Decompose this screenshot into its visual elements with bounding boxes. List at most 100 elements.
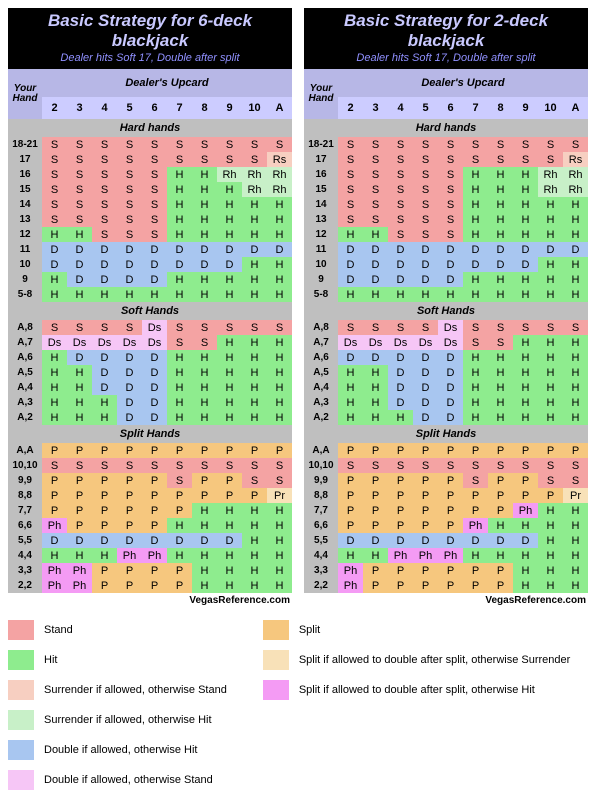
legend-item: Split if allowed to double after split, … (263, 650, 570, 670)
strategy-cell: D (192, 533, 217, 548)
strategy-cell: P (513, 488, 538, 503)
strategy-cell: S (413, 137, 438, 152)
strategy-cell: H (538, 272, 563, 287)
strategy-cell: D (42, 533, 67, 548)
strategy-cell: S (438, 458, 463, 473)
player-hand: 16 (304, 167, 338, 182)
strategy-cell: S (242, 152, 267, 167)
strategy-cell: D (92, 365, 117, 380)
strategy-cell: H (563, 365, 588, 380)
player-hand: 2,2 (304, 578, 338, 593)
strategy-cell: S (117, 137, 142, 152)
strategy-cell: D (117, 410, 142, 425)
strategy-cell: H (267, 272, 292, 287)
strategy-cell: S (42, 167, 67, 182)
section-header: Hard hands (8, 119, 292, 137)
strategy-cell: D (413, 242, 438, 257)
strategy-cell: H (192, 365, 217, 380)
strategy-cell: H (217, 503, 242, 518)
strategy-cell: P (117, 503, 142, 518)
strategy-cell: S (142, 167, 167, 182)
strategy-cell: D (267, 242, 292, 257)
strategy-cell: Ph (463, 518, 488, 533)
strategy-cell: H (488, 395, 513, 410)
strategy-cell: H (538, 518, 563, 533)
strategy-cell: Ds (338, 335, 363, 350)
strategy-cell: S (363, 167, 388, 182)
strategy-cell: H (463, 272, 488, 287)
strategy-cell: H (338, 395, 363, 410)
strategy-cell: S (438, 137, 463, 152)
strategy-cell: D (388, 395, 413, 410)
strategy-cell: S (117, 212, 142, 227)
strategy-cell: H (167, 197, 192, 212)
strategy-cell: H (217, 563, 242, 578)
section-header: Soft Hands (8, 302, 292, 320)
strategy-cell: D (92, 533, 117, 548)
strategy-cell: P (142, 563, 167, 578)
strategy-cell: H (338, 410, 363, 425)
strategy-cell: H (267, 563, 292, 578)
strategy-cell: H (538, 212, 563, 227)
strategy-cell: H (242, 272, 267, 287)
strategy-cell: S (563, 320, 588, 335)
strategy-cell: D (488, 257, 513, 272)
player-hand: A,7 (304, 335, 338, 350)
strategy-cell: H (563, 395, 588, 410)
strategy-cell: H (242, 410, 267, 425)
strategy-cell: H (242, 380, 267, 395)
strategy-cell: D (142, 350, 167, 365)
strategy-cell: D (92, 380, 117, 395)
strategy-cell: P (267, 443, 292, 458)
strategy-cell: P (463, 503, 488, 518)
legend-item: Stand (8, 620, 227, 640)
legend-item: Surrender if allowed, otherwise Stand (8, 680, 227, 700)
strategy-cell: S (142, 152, 167, 167)
strategy-cell: S (388, 182, 413, 197)
strategy-cell: H (267, 227, 292, 242)
strategy-cell: H (538, 287, 563, 302)
strategy-cell: Rh (217, 167, 242, 182)
strategy-cell: H (242, 212, 267, 227)
strategy-cell: D (413, 365, 438, 380)
strategy-cell: S (42, 320, 67, 335)
player-hand: 13 (304, 212, 338, 227)
strategy-cell: H (267, 257, 292, 272)
strategy-cell: H (42, 227, 67, 242)
strategy-cell: H (267, 197, 292, 212)
player-hand: A,A (304, 443, 338, 458)
player-hand: 3,3 (304, 563, 338, 578)
strategy-cell: H (142, 287, 167, 302)
strategy-cell: S (42, 197, 67, 212)
strategy-cell: S (117, 167, 142, 182)
strategy-cell: D (67, 272, 92, 287)
strategy-cell: P (92, 443, 117, 458)
strategy-cell: Rs (563, 152, 588, 167)
strategy-cell: D (413, 350, 438, 365)
strategy-cell: P (167, 578, 192, 593)
strategy-cell: P (413, 443, 438, 458)
player-hand: 3,3 (8, 563, 42, 578)
hdr-dealers-upcard: Dealer's Upcard (42, 69, 292, 97)
player-hand: 4,4 (8, 548, 42, 563)
player-hand: 6,6 (304, 518, 338, 533)
strategy-cell: Ph (67, 578, 92, 593)
strategy-cell: H (192, 548, 217, 563)
legend-swatch (8, 680, 34, 700)
player-hand: 12 (8, 227, 42, 242)
strategy-cell: P (338, 473, 363, 488)
player-hand: 7,7 (8, 503, 42, 518)
strategy-cell: H (267, 335, 292, 350)
strategy-cell: P (438, 578, 463, 593)
hdr-upcard: 10 (242, 97, 267, 119)
strategy-cell: Rh (242, 167, 267, 182)
section-header: Soft Hands (304, 302, 588, 320)
chart-subtitle: Dealer hits Soft 17, Double after split (9, 52, 291, 68)
strategy-cell: S (217, 458, 242, 473)
strategy-cell: H (167, 167, 192, 182)
strategy-cell: H (488, 350, 513, 365)
strategy-cell: Ds (413, 335, 438, 350)
strategy-cell: H (267, 548, 292, 563)
strategy-cell: Rh (563, 167, 588, 182)
strategy-cell: H (167, 287, 192, 302)
